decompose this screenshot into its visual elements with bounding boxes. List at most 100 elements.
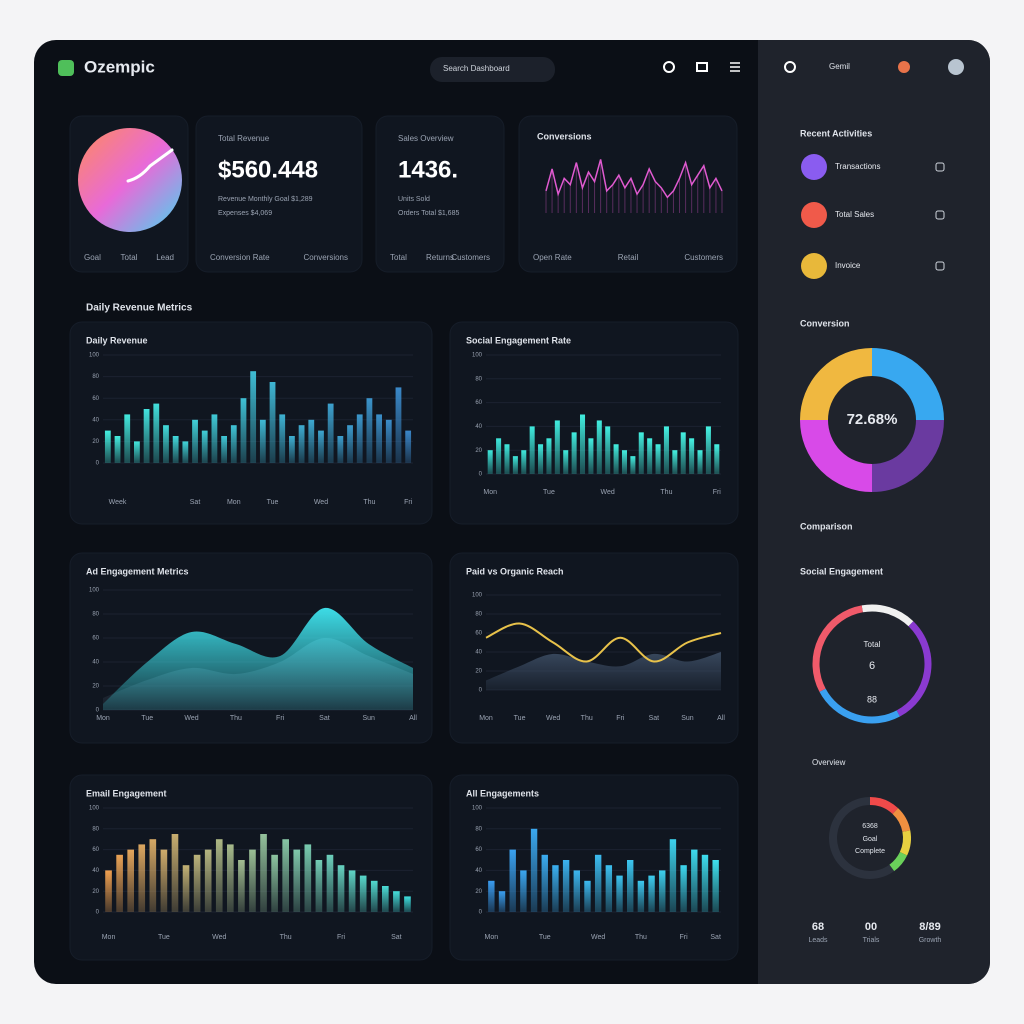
bar <box>689 438 695 474</box>
bar <box>370 880 378 912</box>
bar <box>138 844 146 912</box>
bar <box>613 444 619 474</box>
x-tick-label: Thu <box>581 715 593 722</box>
bar <box>701 854 709 912</box>
x-tick-label: Tue <box>267 499 279 506</box>
activity-action[interactable] <box>935 162 945 172</box>
donut-center: Complete <box>855 848 885 855</box>
donut-segment <box>800 419 873 492</box>
y-tick-label: 20 <box>475 448 482 454</box>
bar <box>230 425 237 463</box>
kpi-footer: Total <box>121 253 138 262</box>
y-tick-label: 20 <box>92 439 99 445</box>
bar <box>359 875 367 912</box>
kpi-footer: Retail <box>618 253 639 262</box>
chart-title: Email Engagement <box>86 788 167 798</box>
y-tick-label: 40 <box>475 650 482 656</box>
kpi-footer: Conversion Rate <box>210 253 270 262</box>
y-tick-label: 40 <box>475 868 482 874</box>
kpi-footer: Lead <box>156 253 174 262</box>
x-tick-label: Sat <box>319 715 330 722</box>
kpi-footer: Returns <box>426 253 454 262</box>
y-tick-label: 0 <box>479 688 483 694</box>
y-tick-label: 0 <box>96 910 100 916</box>
activity-action[interactable] <box>935 210 945 220</box>
bar <box>616 875 623 912</box>
activity-action[interactable] <box>935 261 945 271</box>
bar <box>153 403 160 463</box>
bar <box>712 860 719 912</box>
x-tick-label: Wed <box>591 934 605 941</box>
y-tick-label: 80 <box>475 826 482 832</box>
x-tick-label: Thu <box>363 499 375 506</box>
bar <box>584 880 591 912</box>
donut-segment <box>892 808 911 833</box>
bar <box>405 430 412 463</box>
bar <box>116 854 123 912</box>
y-tick-label: 60 <box>92 396 99 402</box>
bar <box>630 456 636 474</box>
card <box>375 115 505 273</box>
x-tick-label: Wed <box>546 715 560 722</box>
x-tick-label: Thu <box>280 934 292 941</box>
y-tick-label: 80 <box>475 612 482 618</box>
icon-search[interactable] <box>784 61 796 73</box>
x-tick-label: Sat <box>649 715 660 722</box>
x-tick-label: Tue <box>543 489 555 496</box>
bar <box>249 849 256 912</box>
x-tick-label: Thu <box>230 715 242 722</box>
icon-menu[interactable] <box>730 62 740 72</box>
donut-center: 88 <box>867 694 877 704</box>
avatar[interactable] <box>898 61 910 73</box>
bar <box>638 432 644 474</box>
sidebar <box>758 40 990 984</box>
icon-search[interactable] <box>663 61 675 73</box>
section-title: Conversion <box>800 318 850 328</box>
x-tick-label: All <box>717 715 725 722</box>
x-tick-label: Wed <box>184 715 198 722</box>
bar <box>530 828 538 912</box>
bar <box>143 409 150 463</box>
bar <box>669 839 677 912</box>
donut-center: Total <box>864 640 881 649</box>
search-text[interactable]: Search Dashboard <box>443 64 510 73</box>
y-tick-label: 0 <box>479 910 483 916</box>
donut-center: 6368 <box>862 823 878 830</box>
pie-needle <box>126 148 174 183</box>
bar <box>318 430 324 463</box>
bar <box>293 849 301 912</box>
section-title: Recent Activities <box>800 128 872 138</box>
y-tick-label: 40 <box>92 660 99 666</box>
kpi-sub: Units Sold <box>398 196 430 203</box>
donut-center: 72.68% <box>847 411 898 428</box>
kpi-footer: Conversions <box>304 253 348 262</box>
bar <box>192 419 198 463</box>
card <box>518 115 738 273</box>
user-name[interactable]: Gemil <box>829 62 850 71</box>
y-tick-label: 80 <box>92 612 99 618</box>
x-tick-label: Sun <box>362 715 375 722</box>
x-tick-label: Fri <box>276 715 285 722</box>
bar <box>315 860 323 912</box>
bar <box>127 849 134 912</box>
bar <box>201 430 208 463</box>
bar <box>655 444 661 474</box>
y-tick-label: 40 <box>92 868 99 874</box>
bar <box>562 860 570 912</box>
y-tick-label: 100 <box>472 593 483 599</box>
bar <box>538 444 544 474</box>
y-tick-label: 80 <box>92 826 99 832</box>
spark-line <box>545 159 723 199</box>
kpi-footer: Total <box>390 253 407 262</box>
bar <box>376 414 382 463</box>
card <box>195 115 363 273</box>
avatar[interactable] <box>948 59 964 75</box>
kpi-value: 1436. <box>398 156 458 183</box>
icon-export[interactable] <box>696 62 708 72</box>
search-box[interactable] <box>430 57 555 82</box>
stat-label: Trials <box>863 937 880 944</box>
bar <box>504 444 510 474</box>
donut-segment <box>871 348 944 421</box>
bar <box>691 849 698 912</box>
bar <box>259 419 266 463</box>
